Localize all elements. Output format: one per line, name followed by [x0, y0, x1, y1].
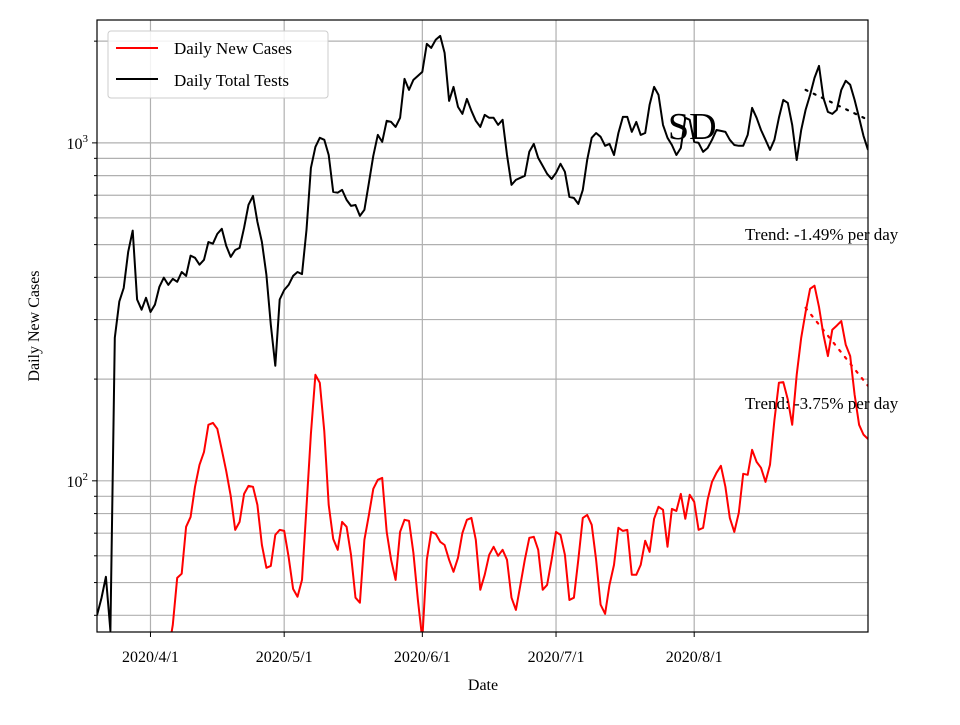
series-lines — [97, 34, 868, 632]
daily-new-cases-line — [170, 284, 868, 632]
x-tick-label: 2020/7/1 — [528, 649, 585, 666]
y-tick-label: 102 — [67, 471, 89, 491]
cases-trend-line — [804, 306, 868, 387]
legend: Daily New Cases Daily Total Tests — [107, 30, 329, 99]
legend-box — [107, 30, 329, 99]
tests-trend-line — [804, 88, 868, 121]
x-tick-label: 2020/4/1 — [122, 649, 179, 666]
trend-lines — [804, 88, 868, 387]
y-tick-label: 103 — [67, 133, 89, 153]
daily-total-tests-line — [97, 34, 868, 632]
x-tick-label: 2020/8/1 — [666, 649, 723, 666]
y-axis: 102 103 — [67, 40, 97, 616]
x-axis: 2020/4/1 2020/5/1 2020/6/1 2020/7/1 2020/8/1 — [122, 632, 723, 666]
x-tick-label: 2020/5/1 — [256, 649, 313, 666]
region-annotation: SD — [668, 106, 717, 148]
legend-label-tests: Daily Total Tests — [174, 71, 289, 90]
x-tick-label: 2020/6/1 — [394, 649, 451, 666]
trend-annotation-cases: Trend: -3.75% per day — [745, 394, 899, 413]
y-axis-label: Daily New Cases — [26, 270, 43, 381]
trend-annotation-tests: Trend: -1.49% per day — [745, 225, 899, 244]
x-axis-label: Date — [468, 677, 498, 694]
plot-frame — [96, 19, 869, 633]
legend-label-cases: Daily New Cases — [174, 39, 292, 58]
